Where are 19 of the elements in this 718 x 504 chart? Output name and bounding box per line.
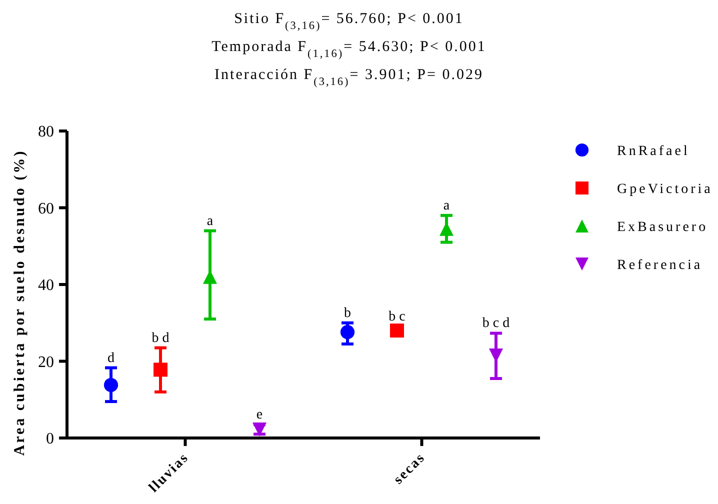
annotation: d <box>108 350 114 366</box>
legend-label: Referencia <box>617 258 703 273</box>
annotation: a <box>443 198 450 214</box>
annotation: b d <box>152 330 170 346</box>
annotation: b c d <box>482 316 510 332</box>
annotation: b <box>344 306 351 321</box>
y-tick-label: 80 <box>38 124 54 141</box>
chart-title: Sitio F$_{(3,16)}$= 56.760; P< 0.001 Temporada F$_{(1,16)}$= 54.630; P< 0.001 Interacción F$_{(3,16)}$= 3.901; P= 0.029 <box>212 11 486 88</box>
legend-label: ExBasurero <box>617 220 708 235</box>
y-axis-title: Area cubierta por suelo desnudo (%) <box>12 149 28 456</box>
annotation: e <box>256 408 263 423</box>
y-tick-label: 40 <box>38 277 54 294</box>
legend-label: RnRafael <box>617 144 690 159</box>
annotation: b c <box>388 310 406 325</box>
annotation: a <box>206 214 214 229</box>
legend-label: GpeVictoria <box>617 182 713 197</box>
y-tick-label: 60 <box>38 200 54 218</box>
y-tick-label: 0 <box>46 430 54 448</box>
y-tick-label: 20 <box>38 354 54 371</box>
